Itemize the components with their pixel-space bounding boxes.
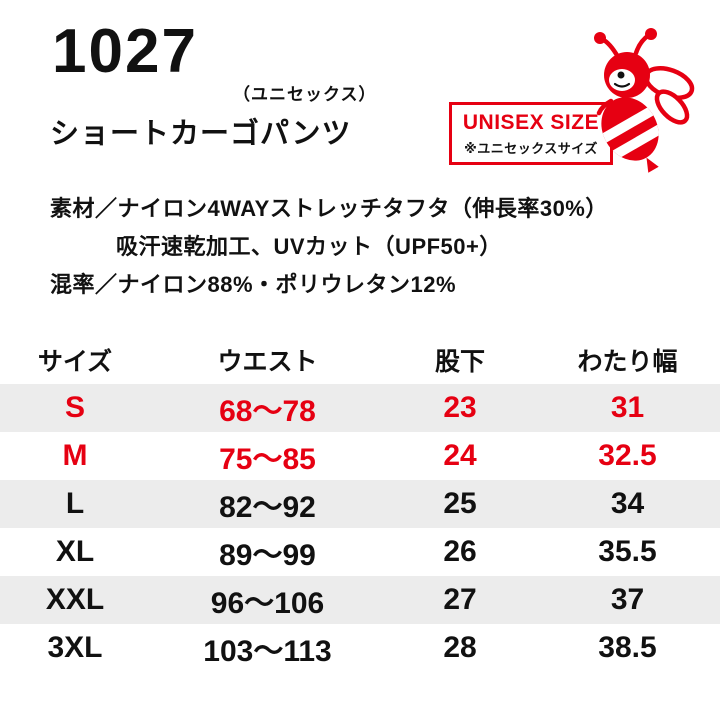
- cell-inseam: 27: [443, 583, 477, 616]
- cell-size: 3XL: [47, 631, 103, 664]
- cell-inseam: 24: [443, 439, 477, 472]
- cell-waist: 96〜106: [210, 587, 325, 620]
- header-cell-waist: ウエスト: [150, 336, 385, 384]
- table-row: 3XL 103〜113 28 38.5: [0, 624, 720, 672]
- header-cell-inseam: 股下: [385, 336, 535, 384]
- cell-thigh: 37: [610, 583, 645, 616]
- size-table: サイズ ウエスト 股下 わたり幅 S 68〜78 23 31 M 75〜85 2…: [0, 336, 720, 672]
- table-row: S 68〜78 23 31: [0, 384, 720, 432]
- cell-waist: 89〜99: [219, 539, 316, 572]
- cell-inseam: 25: [443, 487, 477, 520]
- badge-subtitle: ※ユニセックスサイズ: [464, 141, 598, 156]
- cell-thigh: 35.5: [598, 535, 657, 568]
- cell-inseam: 23: [443, 391, 477, 424]
- cell-waist: 75〜85: [219, 443, 316, 476]
- cell-size: S: [64, 391, 85, 424]
- cell-inseam: 26: [443, 535, 477, 568]
- material-line-2: 吸汗速乾加工、UVカット（UPF50+）: [116, 234, 502, 259]
- cell-thigh: 32.5: [598, 439, 657, 472]
- cell-inseam: 28: [443, 631, 477, 664]
- table-row: XL 89〜99 26 35.5: [0, 528, 720, 576]
- table-row: M 75〜85 24 32.5: [0, 432, 720, 480]
- unisex-note: （ユニセックス）: [233, 85, 377, 104]
- cell-thigh: 38.5: [598, 631, 657, 664]
- header-cell-thigh: わたり幅: [535, 336, 720, 384]
- cell-size: XXL: [45, 583, 105, 616]
- cell-thigh: 31: [610, 391, 645, 424]
- table-row: L 82〜92 25 34: [0, 480, 720, 528]
- cell-waist: 103〜113: [203, 635, 332, 668]
- bee-icon: [594, 28, 695, 173]
- cell-waist: 68〜78: [219, 395, 316, 428]
- cell-size: M: [62, 439, 88, 472]
- table-row: XXL 96〜106 27 37: [0, 576, 720, 624]
- cell-thigh: 34: [610, 487, 645, 520]
- page-title: ショートカーゴパンツ: [50, 118, 352, 150]
- material-line-3: 混率／ナイロン88%・ポリウレタン12%: [50, 272, 457, 297]
- cell-size: XL: [55, 535, 95, 568]
- product-number: 1027: [52, 17, 198, 86]
- badge-title: UNISEX SIZE: [462, 111, 600, 134]
- materials-section: 素材／ナイロン4WAYストレッチタフタ（伸長率30%） 吸汗速乾加工、UVカット…: [50, 190, 690, 304]
- header-cell-size: サイズ: [0, 336, 150, 384]
- cell-size: L: [65, 487, 85, 520]
- unisex-size-badge: UNISEX SIZE ※ユニセックスサイズ: [449, 102, 613, 165]
- cell-waist: 82〜92: [219, 491, 316, 524]
- table-header-row: サイズ ウエスト 股下 わたり幅: [0, 336, 720, 384]
- material-line-1: 素材／ナイロン4WAYストレッチタフタ（伸長率30%）: [50, 196, 608, 221]
